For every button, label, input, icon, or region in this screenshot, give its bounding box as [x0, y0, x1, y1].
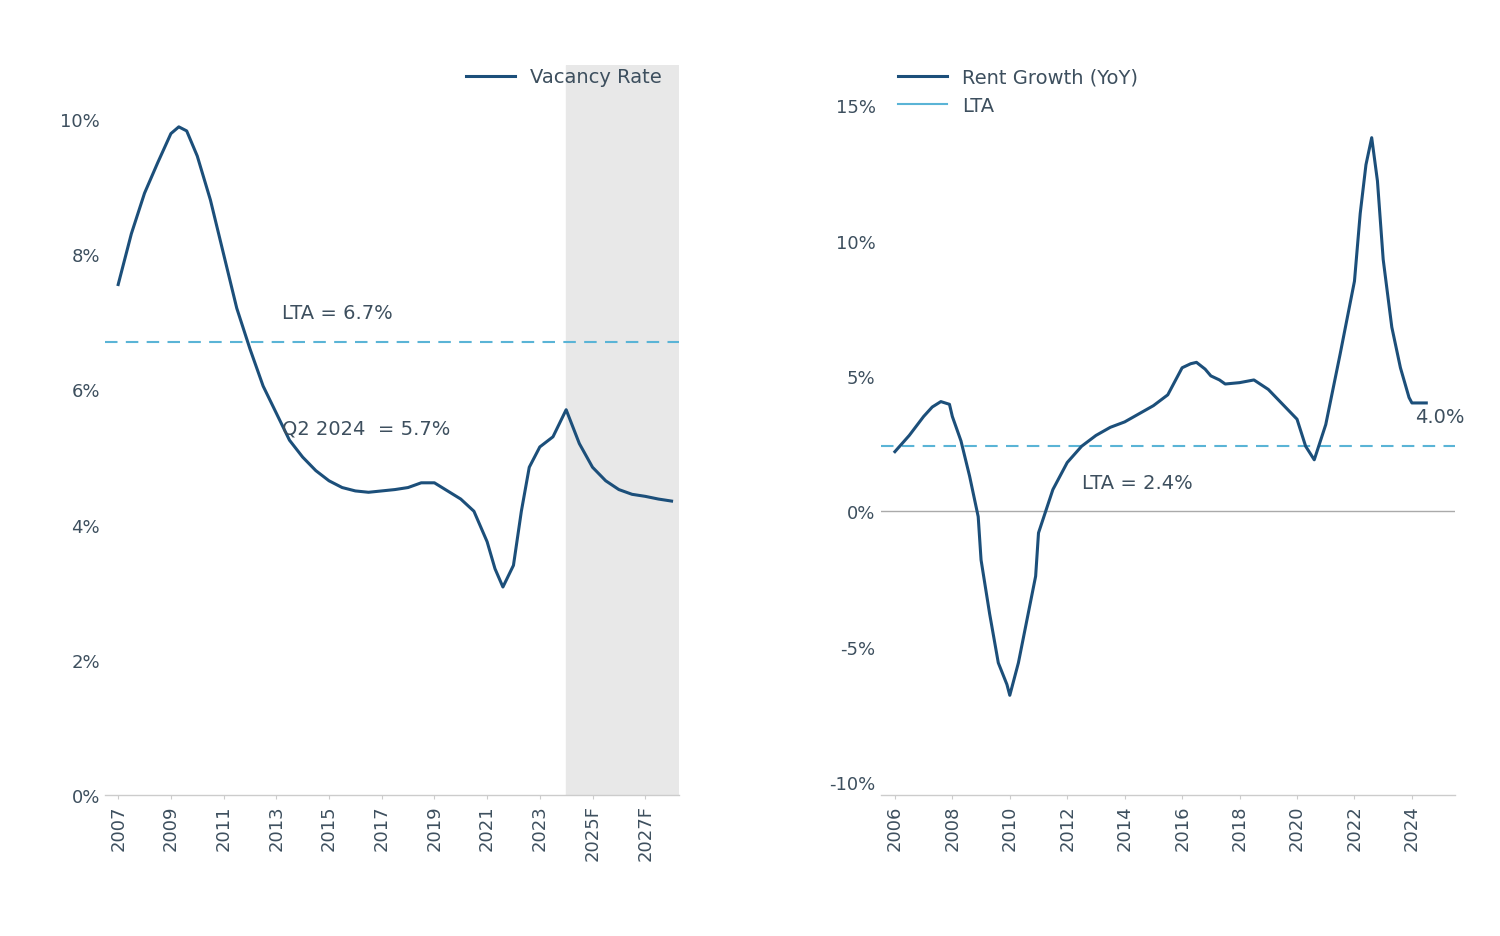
Text: Q2 2024  = 5.7%: Q2 2024 = 5.7% [282, 419, 450, 438]
Text: 4.0%: 4.0% [1414, 407, 1464, 427]
Legend: Rent Growth (YoY), LTA: Rent Growth (YoY), LTA [891, 61, 1146, 124]
Text: LTA = 6.7%: LTA = 6.7% [282, 304, 393, 323]
Legend: Vacancy Rate: Vacancy Rate [459, 61, 669, 95]
Bar [566, 66, 706, 796]
Text: LTA = 2.4%: LTA = 2.4% [1082, 474, 1192, 492]
